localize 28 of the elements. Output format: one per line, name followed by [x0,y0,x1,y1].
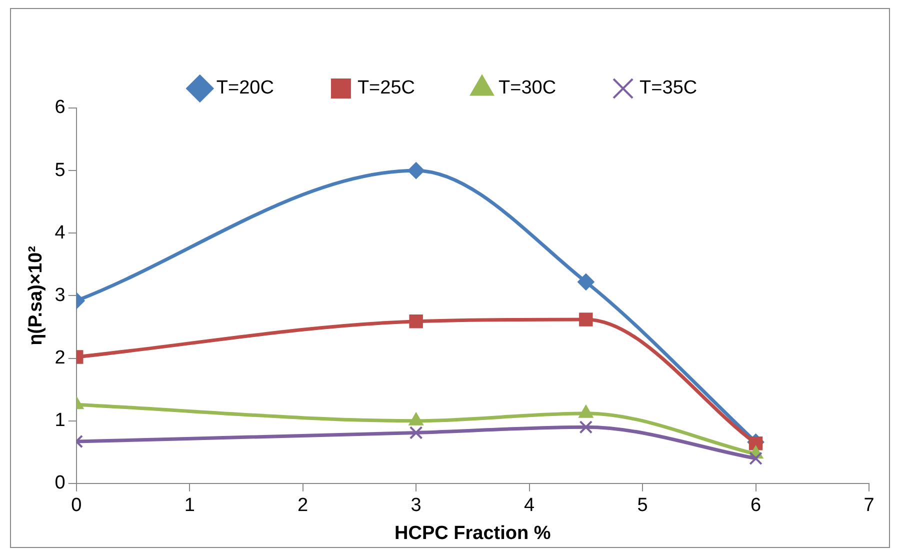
y-tick-label: 0 [54,472,66,494]
y-tick-label: 4 [54,222,66,244]
legend-label: T=35C [640,78,698,99]
x-tick-label: 6 [750,495,762,516]
y-tick-label: 5 [54,160,66,181]
y-tick-label: 1 [54,410,66,432]
legend-label: T=30C [498,78,556,99]
x-tick-label: 7 [864,495,874,516]
x-tick-label: 0 [71,495,82,516]
legend-label: T=20C [216,78,274,99]
y-tick-label: 6 [54,97,66,118]
x-tick-label: 3 [410,495,422,516]
point [579,312,593,326]
point [409,426,423,440]
point [577,273,594,290]
x-tick-label: 2 [298,495,308,516]
y-axis-title: η(P.sa)×10² [26,246,47,346]
x-axis-title: HCPC Fraction % [394,522,551,544]
point [749,452,762,466]
legend-label: T=25C [357,78,416,99]
point [408,162,425,180]
y-tick-label: 3 [54,284,66,306]
x-tick-label: 5 [637,495,648,516]
point [409,314,423,328]
x-tick-label: 1 [184,495,195,516]
y-tick-label: 2 [54,348,66,368]
point [579,420,593,434]
x-tick-label: 4 [524,495,536,516]
